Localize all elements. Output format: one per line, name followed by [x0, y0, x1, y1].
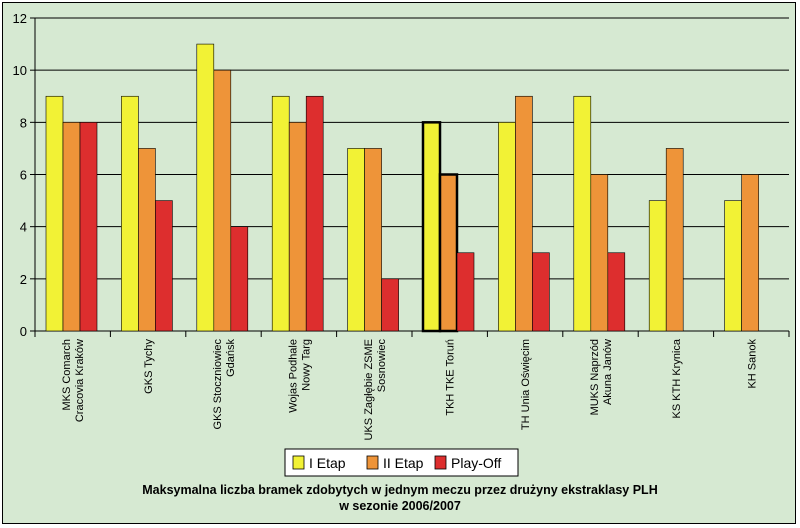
- bar-play-off: [381, 278, 399, 332]
- x-axis: MKS Comarch Cracovia Kraków GKS Tychy GKS S…: [34, 331, 790, 441]
- bar-play-off: [230, 226, 249, 332]
- bar-i-etap: [648, 200, 667, 332]
- y-tick-label: 8: [20, 115, 27, 130]
- bar-play-off: [607, 252, 626, 332]
- legend-label: Play-Off: [451, 455, 501, 471]
- bar-i-etap: [45, 95, 64, 332]
- chart-title: Maksymalna liczba bramek zdobytych w jed…: [142, 483, 657, 513]
- y-tick-label: 4: [20, 220, 27, 235]
- bar-ii-etap: [364, 148, 382, 332]
- category-label-line: TKH TKE Toruń: [445, 339, 457, 416]
- bar-i-etap: [121, 95, 139, 332]
- bar-play-off: [305, 95, 324, 332]
- y-tick-label: 10: [13, 63, 27, 78]
- bar-i-etap: [196, 43, 215, 332]
- y-tick-label: 2: [20, 272, 27, 287]
- bar-ii-etap: [438, 173, 459, 333]
- category-label: MUKS Naprzód Akuna Janów: [589, 339, 614, 415]
- bars: [45, 43, 759, 333]
- category-label: TH Unia Oświęcim: [520, 339, 532, 430]
- bar-i-etap: [421, 121, 442, 333]
- category-label-line: MUKS Naprzód: [589, 339, 601, 415]
- bar-play-off: [456, 252, 475, 332]
- category-label: MKS Comarch Cracovia Kraków: [61, 339, 86, 422]
- bar-i-etap: [724, 200, 742, 332]
- legend-label: II Etap: [383, 455, 424, 471]
- category-label: Wojas Podhale Nowy Targ: [287, 339, 312, 413]
- category-label-line: Nowy Targ: [300, 339, 312, 391]
- bar-ii-etap: [288, 122, 307, 332]
- bar-play-off: [532, 252, 550, 332]
- category-label-line: Cracovia Kraków: [74, 339, 86, 422]
- legend: I Etap II Etap Play-Off: [284, 448, 519, 477]
- bar-ii-etap: [665, 148, 684, 332]
- category-label-line: Sosnowiec: [376, 339, 388, 393]
- legend-swatch: [366, 455, 379, 470]
- category-label: KH Sanok: [746, 339, 758, 389]
- bar-play-off: [155, 200, 173, 332]
- category-label-line: GKS Tychy: [143, 339, 155, 394]
- chart-title-line: Maksymalna liczba bramek zdobytych w jed…: [142, 483, 657, 497]
- y-tick-label: 0: [20, 324, 27, 339]
- bar-ii-etap: [213, 69, 232, 332]
- bar-play-off: [79, 122, 98, 332]
- category-label-line: Akuna Janów: [602, 339, 614, 405]
- legend-swatch: [292, 455, 305, 470]
- category-label: KS KTH Krynica: [671, 338, 683, 418]
- category-label-line: TH Unia Oświęcim: [520, 339, 532, 430]
- category-label-line: GKS Stoczniowiec: [212, 339, 224, 430]
- bar-ii-etap: [515, 95, 533, 332]
- category-label-line: KS KTH Krynica: [671, 338, 683, 418]
- bar-i-etap: [573, 95, 592, 332]
- bar-ii-etap: [138, 148, 156, 332]
- bar-ii-etap: [741, 174, 759, 332]
- category-label: GKS Stoczniowiec Gdańsk: [212, 339, 237, 430]
- category-label-line: MKS Comarch: [61, 339, 73, 411]
- legend-label: I Etap: [309, 455, 346, 471]
- category-label-line: Gdańsk: [225, 339, 237, 377]
- category-label: TKH TKE Toruń: [445, 339, 457, 416]
- category-label-line: Wojas Podhale: [287, 339, 299, 413]
- bar-i-etap: [271, 95, 290, 332]
- category-label-line: KH Sanok: [746, 339, 758, 389]
- category-label: UKS Zagłębie ZSME Sosnowiec: [363, 339, 388, 441]
- bar-ii-etap: [62, 122, 81, 332]
- category-label: GKS Tychy: [143, 339, 155, 394]
- y-tick-label: 6: [20, 168, 27, 183]
- bar-i-etap: [347, 148, 365, 332]
- legend-box: [284, 448, 519, 477]
- bar-ii-etap: [590, 174, 609, 332]
- category-label-line: UKS Zagłębie ZSME: [363, 339, 375, 440]
- legend-swatch: [434, 455, 447, 470]
- chart-title-line: w sezonie 2006/2007: [338, 499, 461, 513]
- y-tick-label: 12: [13, 11, 27, 26]
- bar-i-etap: [498, 122, 516, 332]
